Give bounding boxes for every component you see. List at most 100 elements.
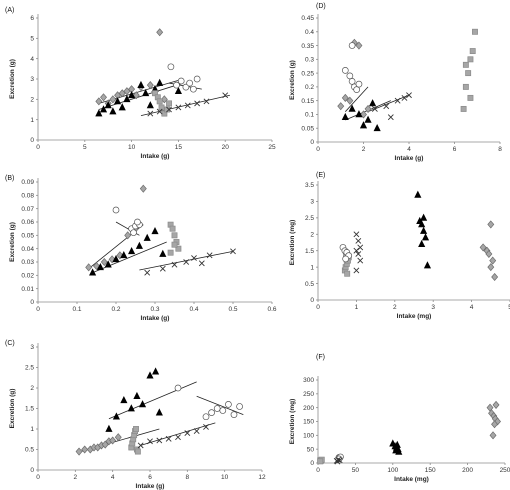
- circle-point: [348, 42, 356, 49]
- diamond-point: [93, 261, 100, 271]
- circle-point: [236, 403, 243, 410]
- y-tick-label: 1: [30, 426, 34, 433]
- y-tick-label: 0.04: [21, 246, 34, 253]
- diamond-point: [489, 256, 497, 265]
- y-tick-label: 2: [30, 385, 34, 392]
- square-point: [344, 270, 351, 277]
- panel-label: (E): [316, 172, 325, 179]
- triangle-point: [96, 263, 104, 271]
- panel-label: (F): [316, 354, 325, 361]
- x-tick-label: 200: [462, 467, 473, 474]
- triangle-point: [155, 408, 163, 416]
- square-point: [465, 70, 472, 77]
- x-point: [355, 251, 362, 257]
- x-axis-label: Intake (g): [141, 315, 170, 322]
- square-point: [462, 83, 469, 90]
- panel-label: (B): [5, 175, 14, 182]
- diamond-point: [479, 243, 487, 252]
- diamond-point: [75, 447, 83, 456]
- x-point: [353, 247, 360, 254]
- square-point: [169, 225, 176, 232]
- triangle-point: [109, 107, 117, 115]
- square-point: [167, 249, 174, 256]
- circle-point: [213, 405, 221, 412]
- circle-point: [193, 75, 201, 83]
- y-tick-label: 0: [30, 467, 34, 474]
- triangle-point: [104, 101, 112, 109]
- y-tick-label: 0.06: [21, 219, 34, 226]
- circle-point: [174, 384, 182, 392]
- x-tick-label: 2: [393, 304, 397, 311]
- triangle-point: [414, 190, 422, 198]
- diamond-point: [100, 93, 107, 102]
- square-point: [134, 448, 141, 455]
- square-point: [133, 426, 139, 432]
- x-point: [203, 98, 210, 105]
- x-tick-label: 8: [186, 474, 190, 481]
- square-point: [171, 241, 178, 248]
- x-point: [334, 458, 341, 465]
- square-point: [467, 94, 474, 101]
- diamond-point: [132, 91, 140, 100]
- x-point: [191, 255, 197, 261]
- triangle-point: [120, 251, 128, 259]
- x-point: [371, 106, 378, 112]
- triangle-point: [112, 412, 120, 420]
- triangle-point: [89, 268, 97, 276]
- circle-point: [130, 229, 137, 237]
- square-point: [317, 458, 324, 465]
- x-tick-label: 10: [128, 144, 136, 151]
- y-tick-label: 0.4: [305, 29, 314, 36]
- diamond-point: [491, 272, 499, 282]
- y-tick-label: 2: [30, 97, 34, 104]
- y-tick-label: 0.1: [305, 112, 314, 119]
- y-tick-label: 3: [30, 344, 34, 351]
- circle-point: [219, 407, 227, 414]
- y-axis-label: Excretion (g): [9, 59, 16, 99]
- y-tick-label: 0.45: [301, 15, 314, 22]
- square-point: [469, 48, 476, 55]
- diamond-point: [114, 433, 122, 442]
- triangle-point: [418, 220, 426, 228]
- triangle-point: [135, 241, 143, 249]
- triangle-point: [373, 123, 381, 132]
- triangle-point: [95, 109, 103, 117]
- x-point: [401, 94, 408, 101]
- y-tick-label: 6: [30, 15, 34, 22]
- diamond-point: [364, 104, 372, 113]
- y-tick-label: 0.35: [301, 43, 314, 50]
- triangle-point: [120, 396, 128, 404]
- diamond-point: [95, 97, 103, 106]
- x-tick-label: 0.1: [72, 306, 81, 313]
- y-tick-label: 5: [30, 36, 34, 43]
- y-tick-label: 1: [310, 264, 314, 271]
- diamond-point: [355, 41, 363, 50]
- y-tick-label: 0.3: [305, 57, 314, 64]
- y-tick-label: 100: [303, 433, 314, 440]
- diamond-point: [346, 96, 354, 105]
- triangle-point: [355, 110, 363, 118]
- x-point: [353, 267, 360, 274]
- x-axis-label: Intake (g): [136, 483, 165, 490]
- y-axis-label: Excretion (g): [9, 389, 16, 429]
- y-tick-label: 1.5: [305, 248, 314, 255]
- triangle-point: [123, 95, 131, 103]
- x-axis-label: Intake (g): [395, 155, 424, 162]
- x-tick-label: 20: [222, 144, 230, 151]
- triangle-point: [113, 97, 122, 105]
- y-tick-label: 3: [30, 76, 34, 83]
- triangle-point: [421, 233, 430, 241]
- trend-line: [139, 250, 234, 271]
- x-tick-label: 250: [500, 467, 510, 474]
- triangle-point: [143, 233, 151, 241]
- triangle-point: [159, 249, 167, 257]
- diamond-point: [337, 102, 345, 111]
- x-tick-label: 2: [362, 146, 366, 153]
- circle-point: [173, 81, 180, 89]
- circle-point: [225, 401, 232, 408]
- x-tick-label: 0.6: [267, 306, 276, 313]
- chart-panel-a: (A) 0 5 10 15 20 25 0 1 2 3 4 5 6 Intake (g) Excretion …: [5, 7, 276, 160]
- diamond-point: [360, 110, 367, 119]
- x-tick-label: 0: [36, 306, 40, 313]
- triangle-point: [99, 105, 108, 113]
